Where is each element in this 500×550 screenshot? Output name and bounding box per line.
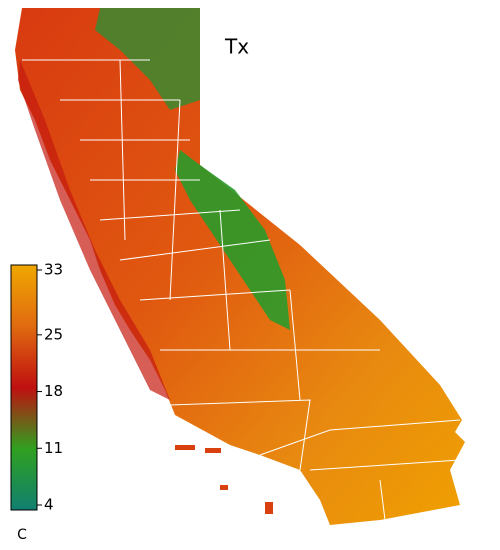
sierra-green: [175, 150, 290, 330]
colorbar-ticks: 33 25 18 11 4: [37, 261, 63, 514]
colorbar: [10, 264, 38, 511]
tick-label: 4: [44, 496, 54, 514]
map-title: Tx: [224, 35, 249, 59]
tick-label: 11: [44, 439, 63, 457]
tick-label: 18: [44, 382, 63, 400]
northeast-green: [95, 8, 200, 110]
islands: [175, 445, 273, 514]
california-map: [15, 8, 465, 525]
colorbar-unit: C: [17, 527, 27, 543]
tick-label: 33: [44, 261, 63, 279]
tick-label: 25: [44, 325, 63, 343]
coast-red: [18, 60, 170, 400]
county-lines: [22, 59, 461, 521]
